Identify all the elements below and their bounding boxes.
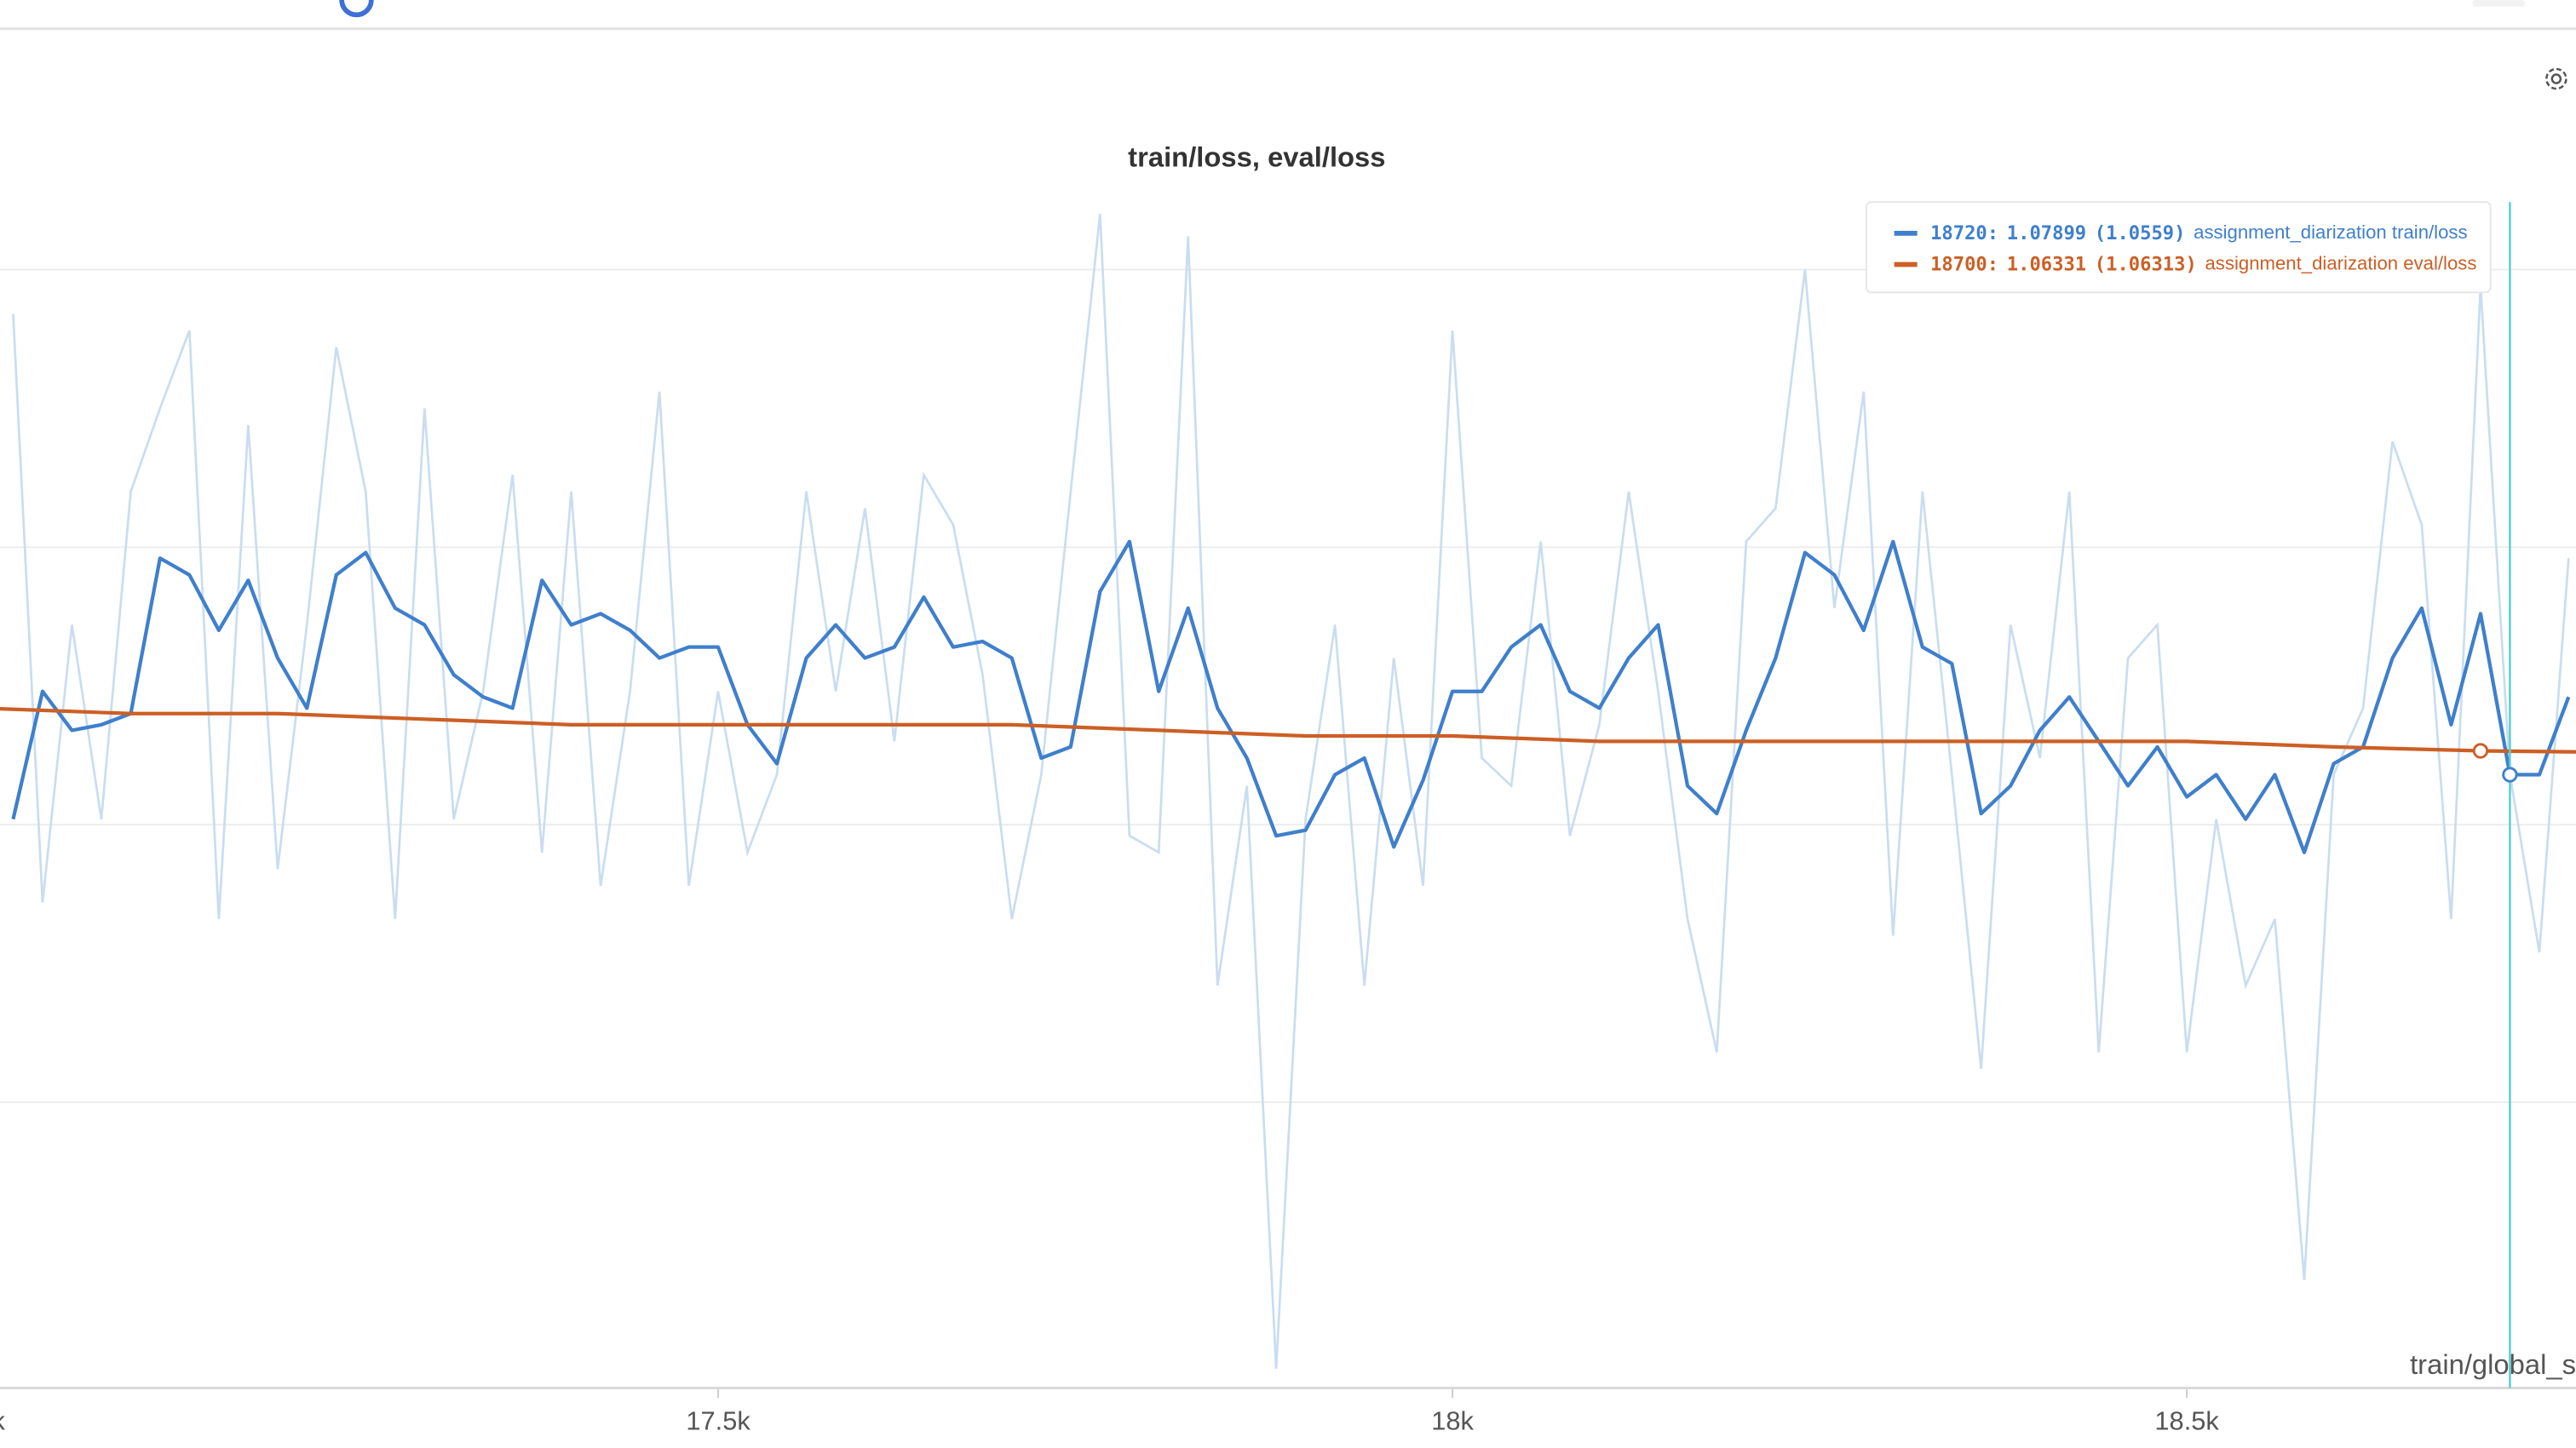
settings-icon[interactable]: [2545, 67, 2567, 90]
tooltip-step: 18700:: [1930, 253, 1998, 275]
tooltip-row: 18720: 1.07899 (1.0559) assignment_diarizat…: [1930, 221, 2468, 244]
tooltip: 18720: 1.07899 (1.0559) assignment_diarizat…: [1865, 201, 2492, 294]
x-tick-label: 18.5k: [2154, 1405, 2219, 1435]
series-line: [0, 706, 2576, 754]
x-tick-label: 17k: [0, 1405, 5, 1435]
tooltip-name: assignment_diarization train/loss: [2194, 221, 2467, 243]
tooltip-row: 18700: 1.06331 (1.06313) assignment_diariza…: [1930, 252, 2476, 275]
tooltip-step: 18720:: [1930, 221, 1998, 244]
raw-line: [12, 214, 2570, 1369]
series-line: [11, 539, 2571, 854]
hover-point: [2502, 767, 2518, 783]
tooltip-smoothed: (1.0559): [2095, 221, 2186, 244]
hover-point: [2472, 743, 2489, 759]
x-tick-label: 18k: [1431, 1405, 1474, 1435]
header-icon: [339, 0, 374, 18]
header-button[interactable]: [2472, 0, 2526, 7]
x-axis-label: train/global_s: [2410, 1348, 2576, 1380]
tooltip-box: [1865, 201, 2492, 294]
tooltip-value: 1.07899: [2007, 221, 2086, 244]
tooltip-name: assignment_diarization eval/loss: [2205, 252, 2476, 273]
tooltip-smoothed: (1.06313): [2095, 253, 2197, 275]
chart-title: train/loss, eval/loss: [1128, 141, 1385, 173]
tooltip-value: 1.06331: [2007, 253, 2086, 275]
x-tick-label: 17.5k: [686, 1405, 750, 1435]
